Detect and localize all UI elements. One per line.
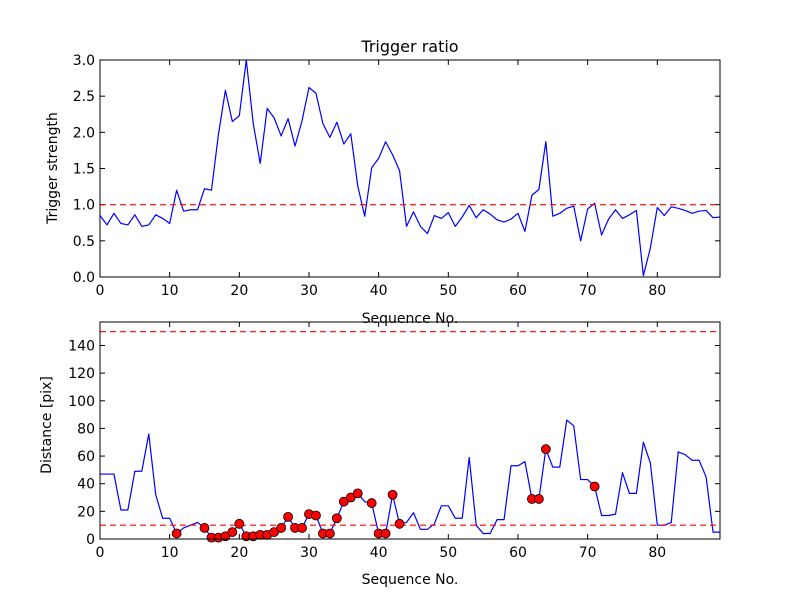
x-tick-label: 0 — [96, 283, 105, 299]
data-point-marker — [380, 528, 391, 539]
plot-frame — [99, 321, 721, 540]
x-tick-label: 0 — [96, 545, 105, 561]
y-tick-label: 40 — [77, 477, 95, 493]
y-tick-label: 0.0 — [73, 270, 95, 286]
data-point-marker — [366, 498, 377, 508]
data-point-marker — [311, 510, 321, 521]
data-point-marker — [394, 518, 405, 529]
x-tick-label: 30 — [300, 283, 318, 299]
y-axis-label: Trigger strength — [45, 112, 61, 225]
data-point-marker — [276, 523, 287, 533]
x-axis-label: Sequence No. — [362, 572, 459, 588]
data-point-marker — [283, 511, 293, 522]
plot-frame — [99, 59, 721, 278]
data-point-marker — [199, 523, 210, 533]
x-tick-label: 80 — [648, 283, 666, 299]
x-tick-label: 20 — [230, 283, 248, 299]
data-point-marker — [297, 523, 307, 533]
series-clip-group — [100, 60, 720, 277]
x-tick-label: 70 — [579, 545, 597, 561]
x-tick-label: 80 — [648, 545, 666, 561]
data-point-marker — [324, 528, 335, 539]
x-tick-label: 60 — [509, 545, 527, 561]
y-tick-label: 100 — [68, 394, 95, 410]
data-line — [100, 419, 720, 539]
data-point-marker — [227, 527, 238, 537]
data-point-marker — [540, 444, 551, 455]
series-layer — [100, 60, 720, 277]
x-tick-label: 30 — [300, 545, 318, 561]
y-ticks: 0 20 40 60 80 100 120 140 — [68, 338, 720, 548]
x-tick-label: 60 — [509, 283, 527, 299]
y-ticks: 0.0 0.5 1.0 1.5 2.0 2.5 3.0 — [73, 53, 720, 286]
series-clip-group — [100, 331, 720, 539]
data-line — [100, 60, 720, 277]
data-point-marker — [589, 481, 600, 492]
y-tick-label: 3.0 — [73, 53, 95, 69]
y-tick-label: 20 — [77, 504, 95, 520]
distance-panel: 0 10 20 30 40 50 60 70 80 0 20 40 60 80 100 120 140 Seq… — [39, 321, 721, 588]
x-tick-label: 10 — [161, 283, 179, 299]
series-layer — [100, 331, 720, 543]
x-axis-label: Sequence No. — [362, 311, 459, 327]
x-tick-label: 40 — [370, 545, 388, 561]
y-tick-label: 60 — [77, 449, 95, 465]
x-tick-label: 20 — [230, 545, 248, 561]
trigger-ratio-panel: Trigger ratio 0 10 20 30 40 50 60 70 80 0.0 0.5 1.… — [45, 37, 721, 327]
data-point-marker — [331, 513, 342, 524]
data-point-marker — [352, 488, 363, 499]
x-tick-label: 40 — [370, 283, 388, 299]
x-ticks: 0 10 20 30 40 50 60 70 80 — [96, 60, 666, 299]
x-tick-label: 50 — [439, 283, 457, 299]
chart-title: Trigger ratio — [360, 37, 458, 56]
x-ticks: 0 10 20 30 40 50 60 70 80 — [96, 322, 666, 561]
data-point-marker — [387, 489, 398, 500]
y-tick-label: 120 — [68, 366, 95, 382]
y-tick-label: 2.0 — [73, 125, 95, 141]
y-tick-label: 1.5 — [73, 162, 95, 178]
data-point-marker — [171, 528, 182, 539]
x-tick-label: 70 — [579, 283, 597, 299]
y-tick-label: 1.0 — [73, 198, 95, 214]
y-tick-label: 140 — [68, 338, 95, 354]
y-tick-label: 80 — [77, 421, 95, 437]
y-tick-label: 0 — [86, 532, 95, 548]
x-tick-label: 50 — [439, 545, 457, 561]
y-tick-label: 2.5 — [73, 89, 95, 105]
x-tick-label: 10 — [161, 545, 179, 561]
y-axis-label: Distance [pix] — [39, 376, 55, 474]
data-point-marker — [533, 494, 544, 504]
data-point-marker — [234, 518, 245, 529]
y-tick-label: 0.5 — [73, 234, 95, 250]
